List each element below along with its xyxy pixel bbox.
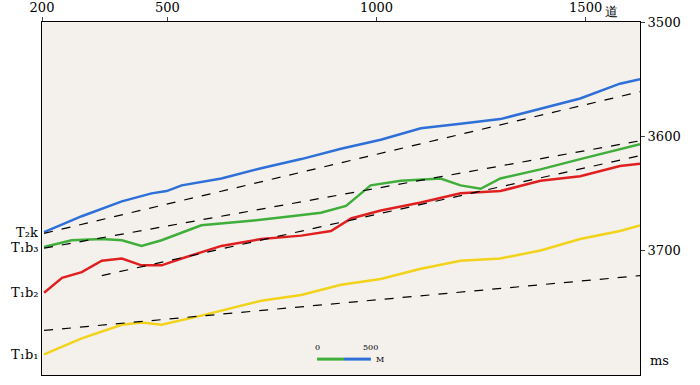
svg-text:T₁b₁: T₁b₁ <box>11 347 38 362</box>
svg-text:200: 200 <box>30 0 55 15</box>
svg-text:3500: 3500 <box>648 15 681 30</box>
svg-text:3600: 3600 <box>648 129 681 144</box>
svg-text:T₁b₃: T₁b₃ <box>11 240 38 255</box>
svg-text:1500: 1500 <box>569 0 602 15</box>
svg-text:0: 0 <box>315 343 320 352</box>
svg-text:ms: ms <box>650 353 669 368</box>
svg-text:道: 道 <box>605 4 618 19</box>
svg-text:3700: 3700 <box>648 243 681 258</box>
svg-text:T₂k: T₂k <box>16 225 38 240</box>
svg-text:500: 500 <box>155 0 180 15</box>
svg-text:T₁b₂: T₁b₂ <box>11 285 38 300</box>
svg-text:500: 500 <box>363 343 378 352</box>
svg-text:M: M <box>376 355 384 364</box>
svg-text:1000: 1000 <box>360 0 393 15</box>
